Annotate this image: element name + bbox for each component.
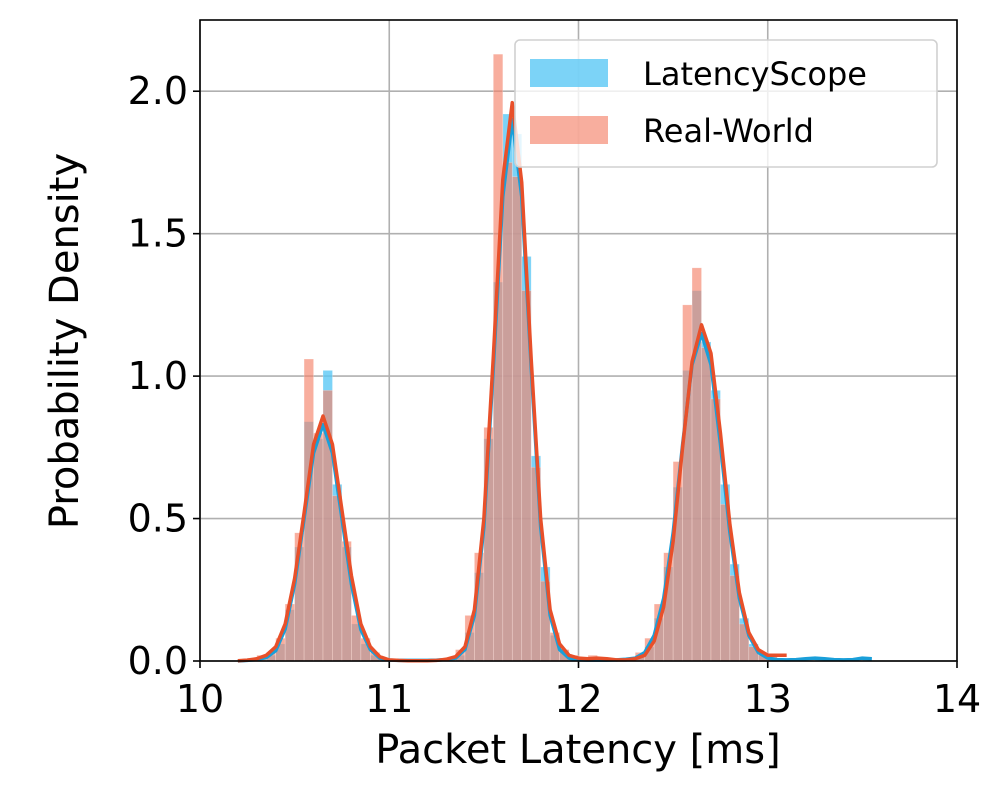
- y-axis-label: Probability Density: [42, 153, 88, 529]
- kde-line: [237, 100, 787, 663]
- y-tick-label: 2.0: [128, 69, 188, 113]
- histogram-bar: [511, 176, 523, 662]
- legend-swatch: [530, 59, 608, 87]
- y-tick-label: 1.0: [128, 354, 188, 398]
- y-tick-label: 0.0: [128, 639, 188, 683]
- x-tick-label: 11: [365, 677, 413, 721]
- histogram-bar: [313, 432, 324, 662]
- x-axis-label: Packet Latency [ms]: [375, 727, 780, 773]
- legend: LatencyScope Real-World: [514, 39, 938, 168]
- x-tick-label: 13: [744, 677, 792, 721]
- plot-frame: [199, 19, 958, 662]
- histogram-bar: [682, 304, 693, 662]
- legend-box: [514, 39, 938, 168]
- legend-label: Real-World: [643, 112, 814, 150]
- x-tick-label: 12: [554, 677, 602, 721]
- legend-swatch: [530, 116, 608, 144]
- x-tick-label: 10: [176, 677, 224, 721]
- histogram-bar: [502, 162, 513, 662]
- histogram-bar: [701, 347, 712, 662]
- y-tick-label: 0.5: [128, 497, 188, 541]
- x-tick-label: 14: [933, 677, 981, 721]
- legend-label: LatencyScope: [643, 55, 867, 93]
- y-tick-label: 1.5: [128, 212, 188, 256]
